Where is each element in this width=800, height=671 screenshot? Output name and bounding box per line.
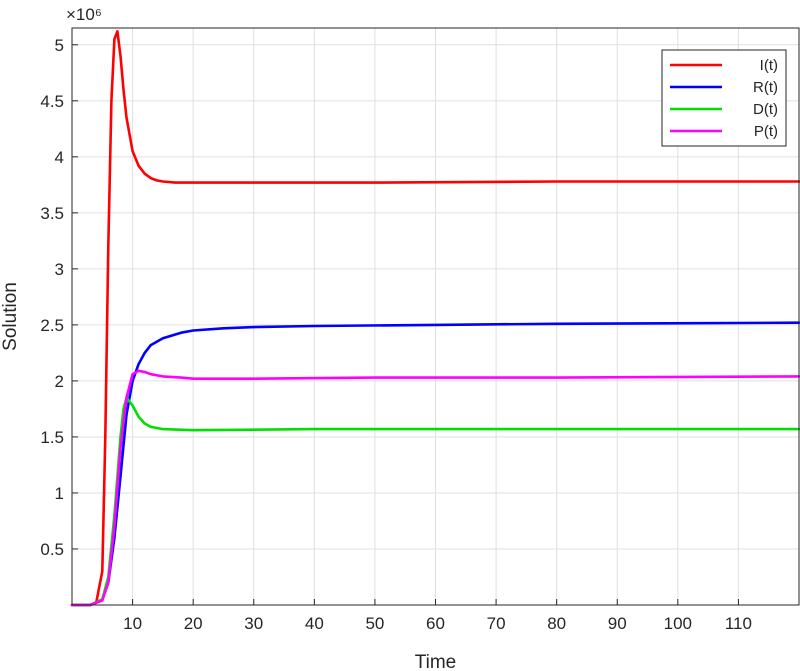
legend-label: I(t)	[760, 57, 778, 74]
series-line-i	[70, 30, 800, 607]
y-tick-label: 2	[55, 372, 64, 391]
x-tick-label: 100	[664, 614, 692, 633]
y-tick-label: 5	[55, 36, 64, 55]
x-tick-label: 90	[608, 614, 627, 633]
y-tick-label: 2.5	[40, 316, 64, 335]
y-tick-label: 4	[55, 148, 64, 167]
x-tick-label: 50	[365, 614, 384, 633]
x-tick-label: 40	[305, 614, 324, 633]
legend-label: P(t)	[754, 123, 778, 140]
legend-label: D(t)	[753, 101, 778, 118]
y-tick-label: 1	[55, 484, 64, 503]
legend-label: R(t)	[753, 79, 778, 96]
y-exponent-label: ×10⁶	[66, 5, 102, 24]
x-tick-label: 80	[547, 614, 566, 633]
x-tick-label: 60	[426, 614, 445, 633]
x-tick-label: 20	[184, 614, 203, 633]
y-tick-label: 3.5	[40, 204, 64, 223]
x-tick-label: 110	[725, 614, 752, 633]
x-tick-label: 70	[487, 614, 506, 633]
legend: I(t) R(t) D(t) P(t)	[661, 49, 787, 147]
series-layer	[70, 30, 800, 607]
series-line-d	[70, 396, 800, 607]
y-tick-label: 1.5	[40, 428, 64, 447]
y-tick-label: 4.5	[40, 92, 64, 111]
x-axis-title: Time	[415, 652, 457, 671]
series-line-p	[70, 369, 800, 607]
ticks: 10 20 30 40 50 60 70 80 90 100 110 0.5 1 1.5 2 2.5 3 3.5 4…	[40, 36, 752, 633]
x-tick-label: 10	[123, 614, 142, 633]
y-tick-label: 3	[55, 260, 64, 279]
x-tick-label: 30	[244, 614, 263, 633]
y-tick-label: 0.5	[40, 540, 64, 559]
y-axis-title: Solution	[0, 282, 21, 351]
